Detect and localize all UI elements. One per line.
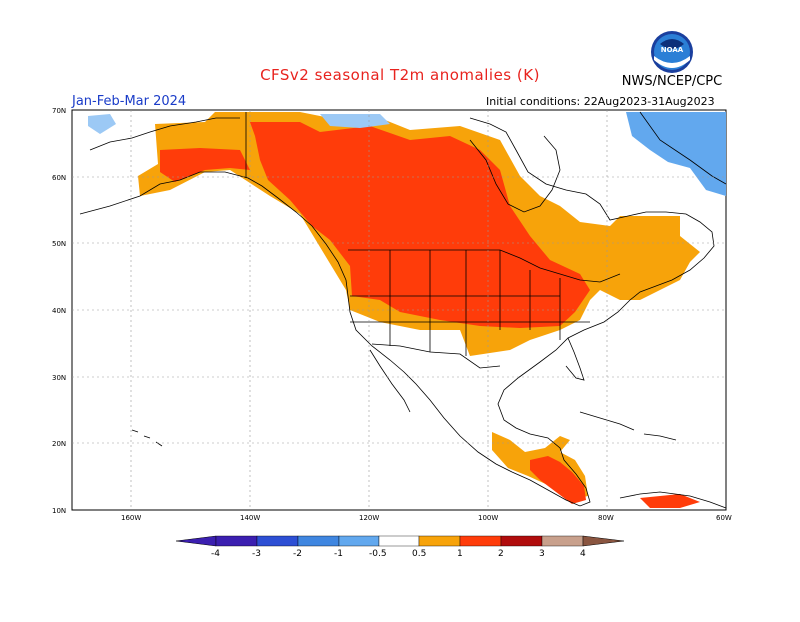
border-states-grid bbox=[350, 250, 590, 356]
agency-label: NWS/NCEP/CPC bbox=[621, 74, 723, 89]
lat-label: 10N bbox=[52, 507, 66, 515]
lat-label: 60N bbox=[52, 174, 66, 182]
coastlines bbox=[79, 111, 727, 509]
colorbar-bin bbox=[378, 535, 420, 547]
coastline-hudson-bay bbox=[469, 135, 561, 213]
colorbar-bin bbox=[500, 535, 543, 547]
colorbar-bin bbox=[418, 535, 461, 547]
coastline-florida bbox=[565, 337, 585, 381]
coastline-cuba bbox=[579, 411, 635, 431]
colorbar-bin bbox=[338, 535, 380, 547]
anomaly-region-red-alaska bbox=[160, 148, 250, 182]
anomaly-region-lightblue-arctic-mid bbox=[320, 114, 390, 128]
colorbar: -4 -3 -2 -1 -0.5 0.5 1 2 3 4 bbox=[175, 535, 625, 559]
lon-label: 80W bbox=[598, 514, 614, 522]
anomaly-shading bbox=[88, 112, 726, 508]
anomaly-region-red-centralamerica bbox=[530, 456, 586, 504]
coastline-hispaniola bbox=[643, 433, 677, 441]
colorbar-label: -0.5 bbox=[369, 549, 387, 559]
coastline-north-america bbox=[79, 117, 715, 507]
colorbar-bin bbox=[256, 535, 299, 547]
initial-conditions-label: Initial conditions: 22Aug2023-31Aug2023 bbox=[486, 95, 715, 108]
colorbar-label: -1 bbox=[334, 549, 343, 559]
border-us-canada bbox=[348, 249, 621, 283]
colorbar-label: -2 bbox=[293, 549, 302, 559]
lat-label: 40N bbox=[52, 307, 66, 315]
colorbar-bin bbox=[459, 535, 502, 547]
lon-label: 120W bbox=[359, 514, 379, 522]
colorbar-bin bbox=[215, 535, 258, 547]
lon-label: 140W bbox=[240, 514, 260, 522]
map-title: CFSv2 seasonal T2m anomalies (K) bbox=[260, 66, 540, 84]
gridlines bbox=[72, 110, 726, 510]
colorbar-label: 2 bbox=[498, 549, 504, 559]
anomaly-region-red-southamerica bbox=[640, 494, 700, 508]
lon-label: 60W bbox=[716, 514, 732, 522]
anomaly-region-red-core bbox=[250, 122, 590, 328]
lat-label: 50N bbox=[52, 240, 66, 248]
noaa-logo: NOAA bbox=[651, 31, 693, 73]
colorbar-label: -3 bbox=[252, 549, 261, 559]
colorbar-label: 0.5 bbox=[412, 549, 426, 559]
border-us-mexico bbox=[371, 343, 501, 369]
lon-label: 100W bbox=[478, 514, 498, 522]
colorbar-label: 1 bbox=[457, 549, 463, 559]
colorbar-label: 3 bbox=[539, 549, 545, 559]
coastline-hawaii bbox=[131, 429, 163, 447]
coastline-southamerica bbox=[619, 491, 727, 509]
colorbar-arrow-left bbox=[175, 535, 217, 547]
coastline-greenland bbox=[639, 111, 727, 185]
colorbar-bin bbox=[541, 535, 584, 547]
svg-text:NOAA: NOAA bbox=[661, 46, 684, 54]
anomaly-region-lightblue-arctic-west bbox=[88, 114, 116, 134]
lat-label: 20N bbox=[52, 440, 66, 448]
lon-label: 160W bbox=[121, 514, 141, 522]
lat-label: 30N bbox=[52, 374, 66, 382]
lat-labels: 70N 60N 50N 40N 30N 20N 10N bbox=[52, 107, 66, 515]
colorbar-arrow-right bbox=[582, 535, 625, 547]
coastline-baja bbox=[369, 349, 411, 413]
lat-label: 70N bbox=[52, 107, 66, 115]
season-label: Jan-Feb-Mar 2024 bbox=[72, 94, 187, 109]
lon-labels: 160W 140W 120W 100W 80W 60W bbox=[121, 514, 732, 522]
colorbar-label: 4 bbox=[580, 549, 586, 559]
colorbar-label: -4 bbox=[211, 549, 220, 559]
coastline-alaska-north bbox=[89, 117, 240, 151]
colorbar-bin bbox=[297, 535, 340, 547]
anomaly-region-blue-arctic-east bbox=[626, 112, 726, 196]
